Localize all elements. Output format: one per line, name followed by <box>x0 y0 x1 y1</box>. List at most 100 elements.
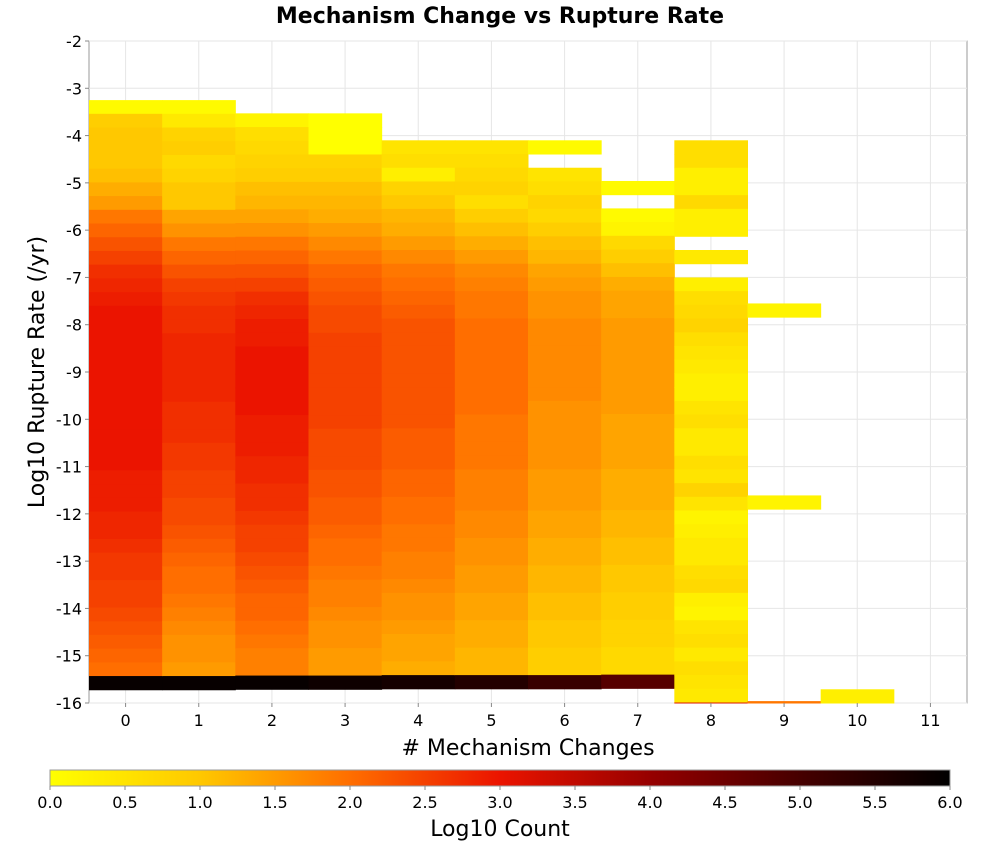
heatmap-cell <box>162 374 236 389</box>
heatmap-cell <box>308 401 383 416</box>
heatmap-cell <box>162 223 236 238</box>
heatmap-cell <box>308 154 383 169</box>
heatmap-cell <box>601 482 675 497</box>
heatmap-cell <box>528 332 602 347</box>
heatmap-cell <box>89 196 163 211</box>
heatmap-cell <box>601 468 675 484</box>
heatmap-cell <box>674 195 748 210</box>
heatmap-cell <box>89 607 163 622</box>
y-tick-label: -7 <box>66 268 82 287</box>
heatmap-cell <box>528 195 602 210</box>
heatmap-cell <box>162 593 236 608</box>
colorbar-tick-label: 2.5 <box>412 793 437 812</box>
chart-title: Mechanism Change vs Rupture Rate <box>276 4 724 29</box>
heatmap-cell <box>528 222 602 237</box>
heatmap-cell <box>381 647 456 662</box>
y-tick-label: -16 <box>56 694 82 713</box>
colorbar-tick-label: 5.0 <box>787 793 812 812</box>
heatmap-cell <box>528 661 602 676</box>
heatmap-cell <box>162 292 236 307</box>
colorbar-tick-label: 3.5 <box>562 793 587 812</box>
heatmap-cell <box>454 154 529 169</box>
heatmap-cell <box>89 237 163 252</box>
heatmap-cell <box>308 264 383 279</box>
heatmap-cell <box>89 525 163 540</box>
heatmap-cell <box>528 483 602 498</box>
heatmap-cell <box>89 319 163 334</box>
heatmap-cell <box>528 277 602 292</box>
heatmap-cell <box>528 496 602 512</box>
heatmap-cell <box>601 523 675 538</box>
heatmap-cell <box>381 318 456 333</box>
heatmap-cell <box>235 607 309 622</box>
heatmap-cell <box>162 401 236 417</box>
heatmap-cell <box>308 113 383 128</box>
heatmap-cell <box>674 524 748 539</box>
heatmap-cell <box>235 483 309 498</box>
heatmap-cell <box>308 607 383 622</box>
heatmap-cell <box>454 510 529 525</box>
heatmap-cell <box>308 620 383 635</box>
heatmap-cell <box>162 662 236 677</box>
heatmap-cell <box>381 400 456 416</box>
heatmap-cell <box>381 592 456 608</box>
heatmap-cell <box>528 208 602 224</box>
heatmap-cell <box>601 304 675 319</box>
heatmap-cell <box>89 566 163 581</box>
heatmap-cell <box>674 318 748 333</box>
heatmap-cell <box>381 208 456 224</box>
heatmap-cell <box>454 675 529 690</box>
heatmap-cell <box>601 441 675 456</box>
heatmap-cell <box>89 676 163 691</box>
heatmap-cell <box>601 235 675 251</box>
heatmap-cell <box>674 222 748 237</box>
heatmap-cell <box>308 675 383 690</box>
heatmap-cell <box>89 415 163 430</box>
heatmap-cell <box>674 387 748 402</box>
heatmap-cell <box>381 524 456 539</box>
heatmap-cell <box>308 524 383 539</box>
heatmap-cell <box>674 551 748 566</box>
heatmap-cell <box>235 538 309 553</box>
heatmap-cell <box>308 223 383 238</box>
heatmap-cell <box>674 359 748 374</box>
heatmap-cell <box>601 510 675 525</box>
heatmap-cell <box>89 250 163 266</box>
heatmap-cell <box>601 345 675 360</box>
heatmap-cell <box>308 634 383 649</box>
heatmap-cell <box>528 441 602 457</box>
colorbar-ticks: 0.0 0.5 1.0 1.5 2.0 2.5 3.0 3.5 4.0 4.5 5.0 5.5 6.0 <box>37 786 963 812</box>
heatmap-cell <box>235 305 309 320</box>
x-tick-label: 7 <box>633 711 643 730</box>
heatmap-cell <box>162 470 236 485</box>
heatmap-cell <box>674 167 748 182</box>
heatmap-cell <box>162 415 236 430</box>
heatmap-cell <box>528 551 602 566</box>
heatmap-cells <box>89 100 895 704</box>
heatmap-cell <box>162 538 236 554</box>
heatmap-cell <box>674 579 748 594</box>
heatmap-cell <box>308 593 383 608</box>
heatmap-cell <box>235 675 309 690</box>
heatmap-cell <box>601 537 675 552</box>
heatmap-cell <box>674 592 748 608</box>
heatmap-cell <box>308 236 383 251</box>
heatmap-cell <box>381 675 456 690</box>
heatmap-cell <box>381 154 456 169</box>
heatmap-cell <box>454 181 529 196</box>
heatmap-cell <box>89 264 163 279</box>
heatmap-cell <box>162 113 236 129</box>
heatmap-cell <box>601 564 675 580</box>
heatmap-cell <box>162 621 236 636</box>
heatmap-cell <box>528 579 602 594</box>
heatmap-cell <box>162 141 236 156</box>
colorbar-tick-label: 2.0 <box>337 793 362 812</box>
heatmap-cell <box>89 168 163 183</box>
heatmap-cell <box>528 469 602 484</box>
heatmap-cell <box>601 633 675 648</box>
heatmap-cell <box>308 469 383 485</box>
heatmap-cell <box>601 331 675 347</box>
heatmap-cell <box>601 551 675 566</box>
heatmap-cell <box>235 552 309 567</box>
